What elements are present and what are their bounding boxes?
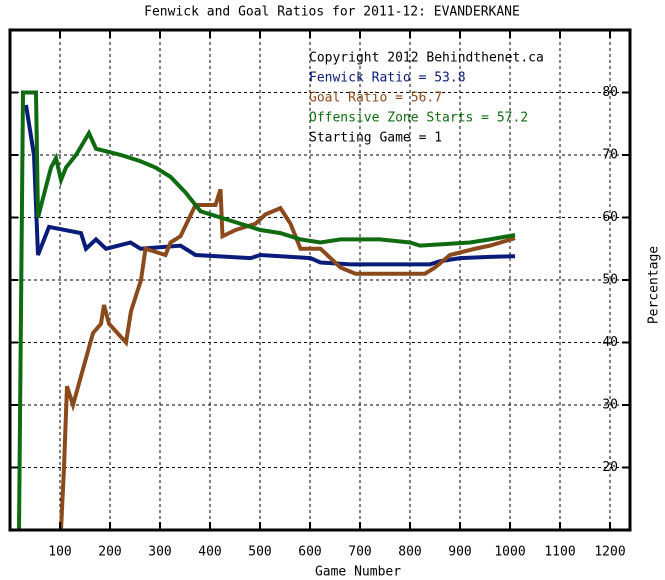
series-line bbox=[59, 188, 516, 530]
x-tick-label: 900 bbox=[448, 545, 471, 560]
series-line bbox=[17, 90, 516, 530]
x-tick-label: 600 bbox=[298, 545, 321, 560]
y-tick-label: 20 bbox=[602, 460, 618, 475]
x-tick-label: 800 bbox=[398, 545, 421, 560]
chart-title: Fenwick and Goal Ratios for 2011-12: EVA… bbox=[144, 5, 520, 20]
grid bbox=[10, 30, 630, 530]
x-tick-label: 1000 bbox=[494, 545, 525, 560]
annotation: Goal Ratio = 56.7 bbox=[309, 91, 442, 106]
plot-lines bbox=[17, 90, 516, 530]
x-tick-label: 200 bbox=[98, 545, 121, 560]
y-tick-label: 70 bbox=[602, 148, 618, 163]
y-tick-label: 40 bbox=[602, 335, 618, 350]
y-tick-label: 60 bbox=[602, 210, 618, 225]
annotation: Offensive Zone Starts = 57.2 bbox=[309, 111, 528, 126]
y-tick-label: 30 bbox=[602, 398, 618, 413]
x-tick-label: 700 bbox=[348, 545, 371, 560]
series-line bbox=[24, 104, 516, 267]
y-axis-label: Percentage bbox=[647, 246, 662, 324]
y-tick-label: 50 bbox=[602, 273, 618, 288]
y-tick-label: 80 bbox=[602, 85, 618, 100]
annotation: Copyright 2012 Behindthenet.ca bbox=[309, 51, 544, 66]
annotation: Fenwick Ratio = 53.8 bbox=[309, 71, 466, 86]
x-axis-label: Game Number bbox=[315, 565, 401, 580]
x-tick-label: 100 bbox=[48, 545, 71, 560]
x-tick-label: 300 bbox=[148, 545, 171, 560]
annotation: Starting Game = 1 bbox=[309, 131, 442, 146]
x-tick-label: 400 bbox=[198, 545, 221, 560]
x-tick-label: 1200 bbox=[594, 545, 625, 560]
x-tick-label: 1100 bbox=[544, 545, 575, 560]
x-tick-label: 500 bbox=[248, 545, 271, 560]
